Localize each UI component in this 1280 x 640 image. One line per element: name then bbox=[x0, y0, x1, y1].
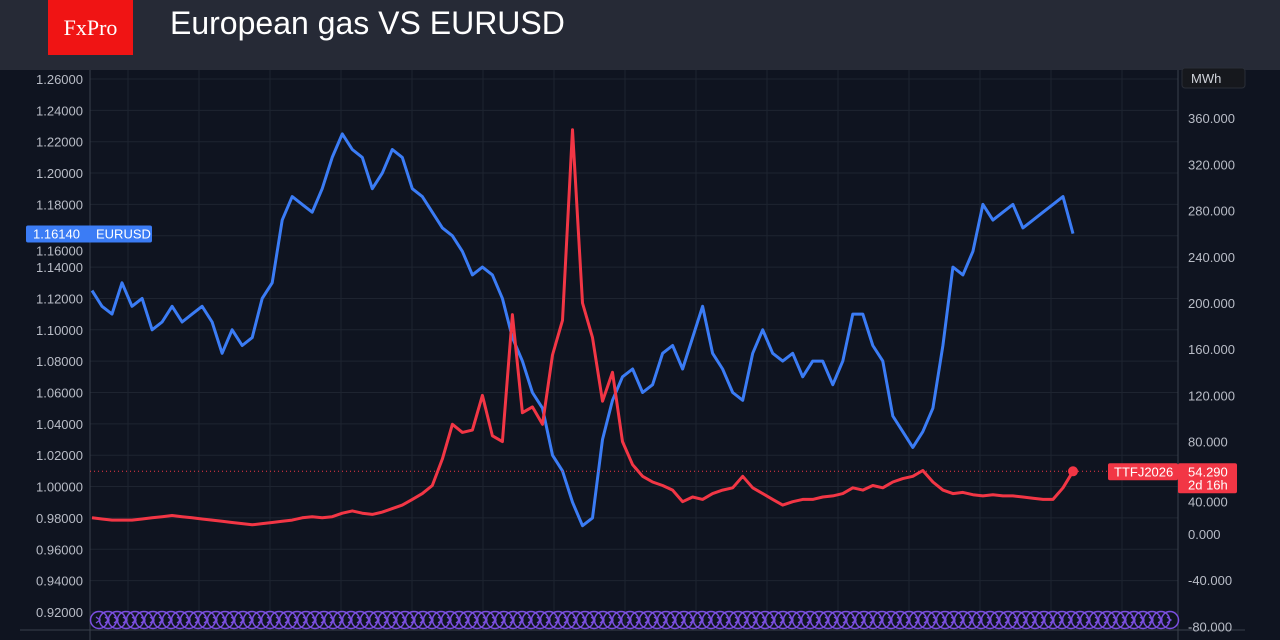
right-tick-label: -40.000 bbox=[1188, 573, 1232, 588]
unit-badge[interactable]: MWh bbox=[1181, 67, 1246, 89]
left-tick-label: 1.26000 bbox=[36, 72, 83, 87]
series bbox=[90, 128, 1078, 528]
left-tick-label: 0.92000 bbox=[36, 605, 83, 620]
left-tick-label: 1.22000 bbox=[36, 135, 83, 150]
left-tick-label: 0.96000 bbox=[36, 542, 83, 557]
series-line-eurusd bbox=[90, 132, 1075, 528]
series-name-label: EURUSD bbox=[96, 227, 151, 242]
event-markers[interactable] bbox=[89, 610, 1180, 630]
price-label: 1.16140 bbox=[33, 227, 80, 242]
right-tick-label: 360.000 bbox=[1188, 111, 1235, 126]
right-tick-label: 0.000 bbox=[1188, 527, 1221, 542]
left-tick-label: 1.02000 bbox=[36, 448, 83, 463]
right-tick-label: 120.000 bbox=[1188, 388, 1235, 403]
right-tick-label: 280.000 bbox=[1188, 204, 1235, 219]
last-point bbox=[1068, 466, 1078, 477]
left-tick-label: 1.06000 bbox=[36, 386, 83, 401]
left-tick-label: 1.08000 bbox=[36, 354, 83, 369]
right-tick-label: 80.000 bbox=[1188, 435, 1228, 450]
right-tick-label: 40.000 bbox=[1188, 494, 1228, 509]
right-tick-label: 160.000 bbox=[1188, 342, 1235, 357]
right-tick-label: 320.000 bbox=[1188, 157, 1235, 172]
left-tick-label: 1.24000 bbox=[36, 103, 83, 118]
left-tick-label: 1.16000 bbox=[36, 244, 83, 259]
left-tick-label: 1.04000 bbox=[36, 417, 83, 432]
left-tick-label: 1.18000 bbox=[36, 197, 83, 212]
left-tick-label: 1.12000 bbox=[36, 291, 83, 306]
chart-background bbox=[0, 70, 1280, 640]
series-line-ttfj2026 bbox=[91, 128, 1075, 527]
left-tick-label: 1.00000 bbox=[36, 480, 83, 495]
event-marker[interactable] bbox=[1160, 610, 1180, 630]
price-label: 54.290 bbox=[1188, 464, 1228, 479]
left-tick-label: 0.98000 bbox=[36, 511, 83, 526]
unit-label: MWh bbox=[1191, 71, 1221, 86]
left-axis: 1.26000 1.24000 1.22000 1.20000 1.18000 1.160… bbox=[20, 70, 1245, 640]
right-axis: 360.000 320.000 280.000 240.000 200.000 160.0… bbox=[1177, 67, 1246, 640]
left-tick-label: 1.10000 bbox=[36, 323, 83, 338]
page-title: European gas VS EURUSD bbox=[170, 5, 565, 41]
fxpro-logo: FxPro bbox=[48, 0, 133, 55]
series-name-label: TTFJ2026 bbox=[1114, 464, 1173, 479]
left-tick-label: 1.20000 bbox=[36, 166, 83, 181]
left-tick-label: 1.14000 bbox=[36, 260, 83, 275]
price-badge bbox=[1178, 463, 1237, 494]
series-name-badge bbox=[1108, 463, 1178, 481]
header: FxPro European gas VS EURUSD bbox=[0, 0, 1280, 70]
right-tick-label: -80.000 bbox=[1188, 619, 1232, 634]
right-tick-label: 240.000 bbox=[1188, 250, 1235, 265]
price-badge bbox=[26, 225, 152, 243]
countdown-label: 2d 16h bbox=[1188, 477, 1228, 492]
right-tick-label: 200.000 bbox=[1188, 296, 1235, 311]
left-tick-label: 0.94000 bbox=[36, 574, 83, 589]
